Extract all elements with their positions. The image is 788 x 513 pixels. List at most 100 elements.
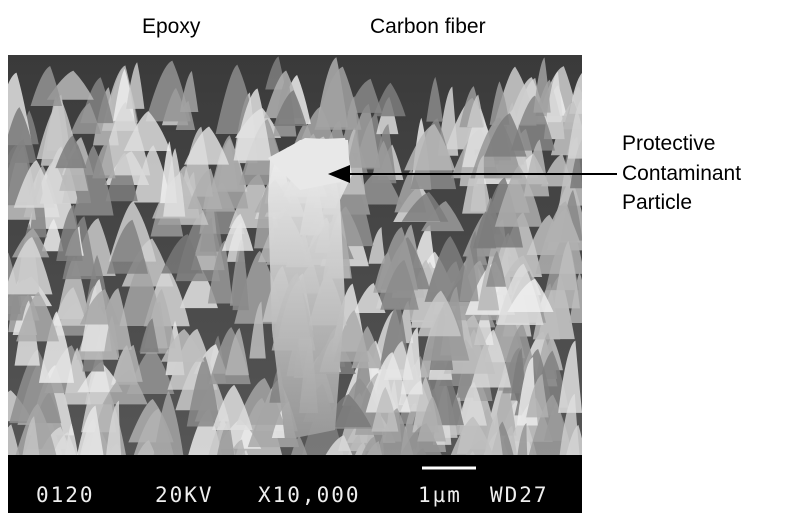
fiber-spike	[187, 168, 223, 210]
fiber-spike	[325, 435, 353, 455]
sem-working-distance: WD27	[490, 483, 549, 507]
fiber-spike	[8, 107, 37, 163]
fiber-spike	[494, 165, 543, 227]
fiber-spike	[123, 111, 171, 152]
fiber-spike	[417, 396, 446, 442]
sem-sample: 0120	[36, 483, 95, 507]
fiber-spike	[459, 246, 479, 302]
fiber-spike	[333, 310, 370, 362]
sem-info-bar	[8, 455, 582, 513]
fiber-spike	[115, 344, 143, 382]
fiber-spike	[77, 405, 104, 455]
fiber-spike	[206, 135, 249, 209]
fiber-spike	[221, 213, 254, 251]
fiber-spike	[450, 416, 494, 455]
fiber-spike	[523, 139, 550, 197]
fiber-spike	[38, 311, 75, 383]
fiber-spike	[56, 204, 83, 261]
fiber-spike	[16, 291, 60, 342]
fiber-spike	[186, 356, 221, 427]
fiber-spike	[467, 94, 485, 128]
fiber-spike	[470, 155, 487, 212]
fiber-spike	[9, 349, 62, 424]
fiber-spike	[13, 160, 55, 208]
fiber-spike	[179, 268, 218, 309]
fiber-spike	[404, 124, 456, 171]
particle-label-line: Contaminant	[622, 162, 741, 185]
epoxy-label: Epoxy	[142, 15, 201, 38]
fiber-spike	[291, 435, 308, 455]
fiber-spike	[380, 260, 419, 310]
fiber-spike	[233, 88, 272, 161]
fiber-spike	[163, 148, 186, 217]
fiber-spike	[102, 369, 148, 405]
fiber-spike	[553, 240, 580, 309]
fiber-spike	[207, 240, 233, 304]
fiber-spike	[225, 328, 249, 376]
fiber-spike	[567, 98, 582, 159]
fiber-spike	[175, 100, 196, 130]
fiber-spike	[160, 329, 205, 362]
fiber-spike	[400, 327, 423, 395]
fiber-spike	[132, 145, 172, 203]
fiber-spike	[106, 400, 122, 455]
fiber-spike	[417, 290, 461, 337]
fiber-spike	[353, 282, 386, 314]
fiber-spike	[533, 57, 551, 113]
fiber-spike	[77, 362, 123, 393]
fiber-spike	[368, 227, 386, 264]
fiber-spike	[426, 77, 443, 122]
fiber-spike	[194, 217, 218, 256]
fiber-spike	[99, 102, 151, 176]
sem-voltage: 20KV	[155, 483, 214, 507]
fiber-spike	[103, 315, 120, 358]
carbon-fiber-label: Carbon fiber	[370, 15, 486, 38]
fiber-spike	[145, 60, 191, 122]
sem-scale: 1µm	[418, 483, 462, 507]
fiber-spike	[346, 104, 381, 168]
fiber-spike	[371, 387, 399, 432]
fiber-spike	[52, 287, 88, 326]
fiber-spike	[314, 66, 362, 130]
fiber-spike	[517, 422, 528, 455]
pointer-arrow	[328, 165, 617, 183]
fiber-spike	[541, 154, 574, 187]
fiber-spike	[8, 424, 20, 455]
fiber-spike	[211, 384, 253, 431]
fiber-spike	[184, 126, 230, 165]
particle-label-line: Particle	[622, 191, 692, 214]
fiber-spike	[106, 219, 149, 274]
fiber-spike	[30, 65, 63, 107]
fiber-spike	[457, 381, 487, 426]
fiber-spike	[179, 70, 199, 112]
particle-label-line: Protective	[622, 132, 715, 155]
fiber-spike	[70, 102, 102, 134]
fiber-spike	[543, 71, 565, 140]
fiber-spike	[366, 441, 383, 455]
fiber-spike	[73, 145, 114, 216]
fiber-spike	[105, 152, 138, 202]
fiber-spike	[401, 192, 449, 222]
fiber-spike	[232, 241, 249, 311]
fiber-spike	[493, 381, 517, 436]
fiber-spike	[486, 250, 506, 287]
fiber-spike	[126, 62, 145, 109]
fiber-spike	[347, 78, 383, 113]
fiber-spike	[273, 90, 307, 127]
fiber-spike	[507, 278, 554, 313]
fiber-spike	[566, 424, 582, 455]
fiber-spike	[153, 391, 184, 455]
fiber-spike	[489, 81, 510, 125]
fiber-spike	[558, 340, 582, 413]
fiber-spike	[236, 378, 285, 425]
sem-magnification: X10,000	[258, 483, 361, 507]
fiber-spike	[484, 113, 527, 157]
fiber-spike	[373, 82, 406, 117]
fiber-spike	[372, 140, 394, 176]
fiber-spike	[510, 95, 555, 151]
fiber-spike	[119, 258, 163, 326]
fiber-spike	[161, 234, 203, 274]
fiber-spike	[249, 301, 266, 359]
fiber-spike	[22, 416, 40, 455]
